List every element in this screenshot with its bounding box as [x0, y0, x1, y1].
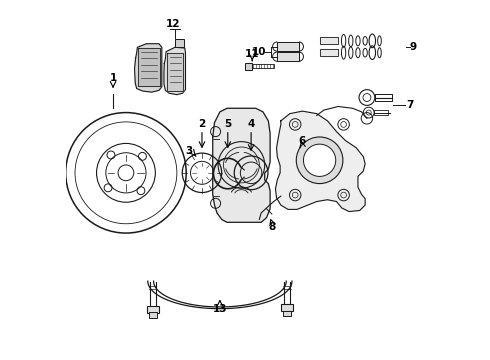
Bar [252, 64, 274, 68]
Polygon shape [213, 108, 270, 222]
Bar [320, 49, 338, 56]
Polygon shape [164, 47, 186, 95]
Text: 8: 8 [268, 222, 275, 232]
Polygon shape [320, 49, 338, 56]
Polygon shape [245, 63, 252, 69]
Bar [148, 312, 157, 318]
Bar [281, 304, 293, 311]
Text: 1: 1 [109, 73, 117, 83]
Bar [147, 306, 159, 313]
Polygon shape [277, 42, 299, 51]
Text: 6: 6 [299, 136, 306, 146]
Polygon shape [135, 44, 162, 92]
Text: 10: 10 [251, 46, 266, 57]
Text: 2: 2 [198, 120, 206, 129]
Polygon shape [275, 111, 365, 212]
Bar [283, 311, 291, 316]
Bar [374, 110, 389, 115]
Polygon shape [277, 52, 299, 61]
Text: 7: 7 [406, 100, 414, 110]
Text: 12: 12 [166, 19, 180, 29]
Bar [277, 52, 299, 61]
Text: 3: 3 [186, 145, 193, 156]
Polygon shape [138, 48, 160, 86]
Polygon shape [320, 37, 338, 44]
Bar [175, 40, 184, 47]
Polygon shape [167, 53, 183, 91]
Bar [277, 42, 299, 51]
Bar [245, 63, 252, 69]
Circle shape [303, 144, 336, 176]
Text: 9: 9 [410, 42, 417, 52]
Circle shape [296, 137, 343, 184]
Bar [375, 94, 392, 101]
Text: 4: 4 [247, 120, 255, 129]
Text: 11: 11 [245, 49, 259, 59]
Text: 5: 5 [224, 120, 231, 129]
Text: 13: 13 [213, 304, 227, 314]
Bar [320, 37, 338, 44]
